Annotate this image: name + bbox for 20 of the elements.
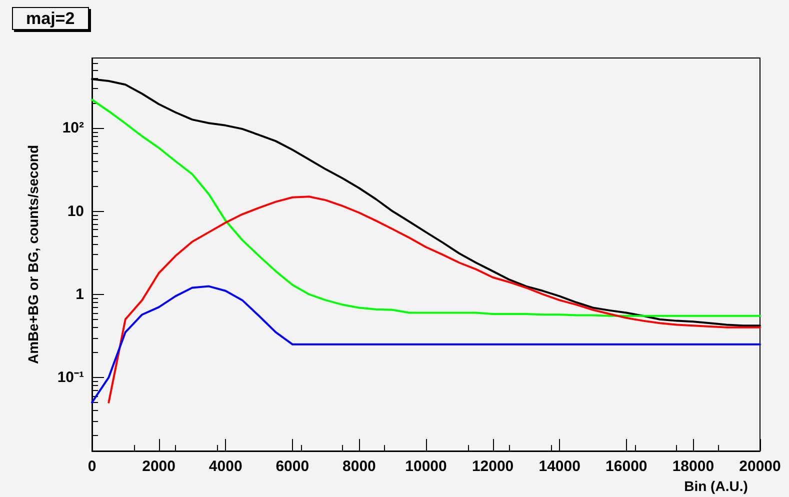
x-tick-label: 14000	[538, 458, 580, 475]
x-tick-label: 6000	[276, 458, 310, 475]
x-tick-label: 0	[88, 458, 96, 475]
line-series	[108, 196, 761, 404]
chart-title: maj=2	[26, 9, 75, 28]
x-tick-label: 4000	[208, 458, 242, 475]
y-tick-label: 1	[76, 286, 84, 303]
line-series	[91, 285, 761, 404]
x-tick-label: 20000	[739, 458, 781, 475]
x-axis-title: Bin (A.U.)	[684, 478, 748, 494]
y-axis-title: AmBe+BG or BG, counts/second	[25, 145, 41, 364]
y-tick-label: 10⁻¹	[57, 368, 84, 386]
x-tick-label: 8000	[342, 458, 376, 475]
y-tick-label: 10	[67, 202, 84, 220]
x-tick-label: 2000	[142, 458, 176, 475]
x-tick-label: 16000	[606, 458, 648, 475]
x-tick-label: 18000	[672, 458, 714, 475]
x-tick-label: 12000	[472, 458, 514, 475]
x-tick-label: 10000	[405, 458, 447, 475]
y-tick-label: 10²	[62, 120, 84, 137]
